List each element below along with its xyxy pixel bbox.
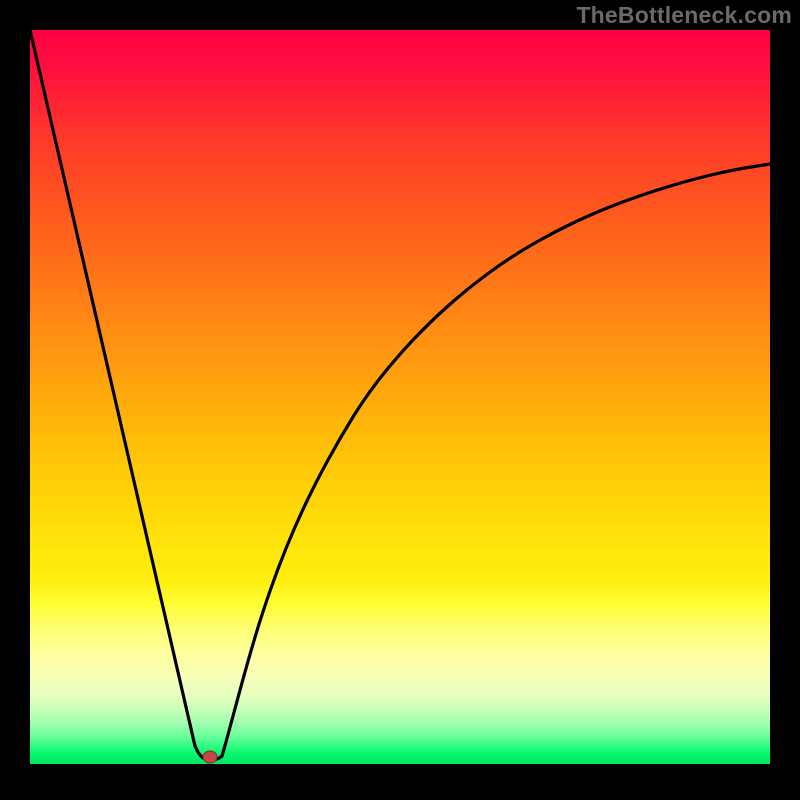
chart-frame: TheBottleneck.com [0, 0, 800, 800]
bottleneck-curve [30, 30, 770, 760]
watermark-label: TheBottleneck.com [576, 2, 792, 29]
plot-area [30, 30, 770, 764]
min-marker-icon [203, 751, 217, 763]
curve-layer [30, 30, 770, 764]
